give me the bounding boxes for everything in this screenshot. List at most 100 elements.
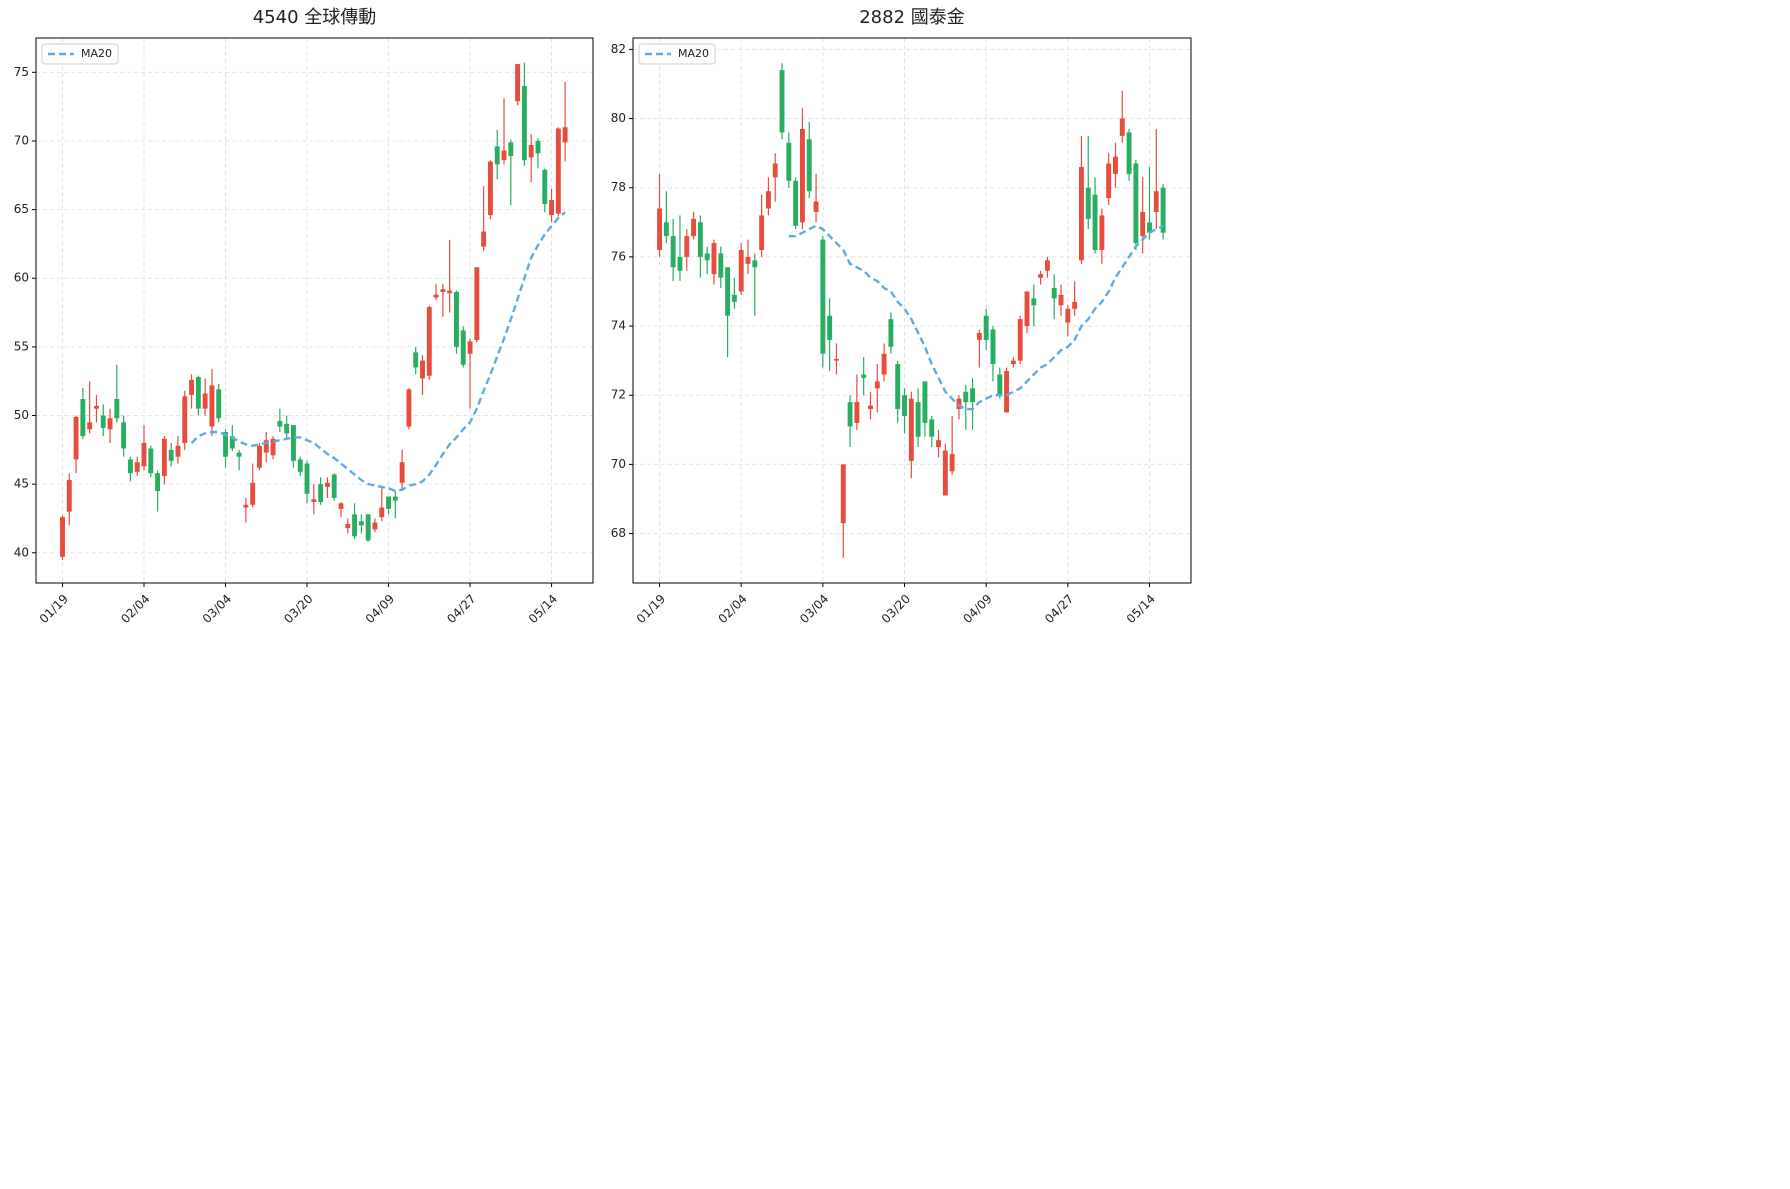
candle-body (1133, 163, 1139, 244)
candle-body (677, 256, 683, 271)
candle-body (555, 128, 561, 214)
candle-body (60, 517, 65, 557)
candle-body (976, 332, 982, 340)
candle-body (229, 436, 235, 449)
candle-body (888, 319, 894, 347)
candle-body (779, 70, 785, 133)
x-tick-label: 03/04 (797, 592, 831, 626)
candle-body (663, 222, 669, 237)
candle-body (915, 402, 921, 437)
candle-body (501, 150, 507, 161)
candle-body (481, 231, 487, 247)
candle-body (433, 294, 439, 298)
y-tick-label: 75 (14, 65, 29, 79)
candle-body (697, 222, 703, 257)
candle-body (399, 462, 405, 483)
ma-line (788, 224, 1164, 411)
candle-body (936, 440, 941, 448)
candle-body (352, 514, 358, 537)
candle-body (168, 449, 174, 461)
candle-body (257, 445, 262, 468)
candle-body (562, 127, 568, 143)
candle-body (494, 146, 500, 165)
x-tick-label: 01/19 (37, 592, 71, 626)
candle-body (134, 462, 140, 472)
candle-body (1078, 166, 1084, 261)
y-tick-label: 40 (14, 545, 29, 559)
candle-body (990, 329, 996, 365)
candle-body (908, 398, 914, 461)
candle-body (447, 290, 453, 294)
candle-body (175, 445, 181, 457)
candle-body (263, 440, 269, 453)
candle-body (392, 496, 398, 501)
candle-body (929, 419, 935, 437)
y-tick-label: 72 (611, 388, 626, 402)
candle-body (318, 484, 324, 503)
candle-body (1004, 371, 1010, 413)
candle-body (324, 482, 330, 487)
x-tick-label: 02/04 (118, 592, 152, 626)
candle-body (1058, 294, 1064, 306)
candle-body (270, 438, 276, 456)
chart-title: 4540 全球傳動 (253, 7, 377, 28)
candle-body (725, 267, 731, 316)
candle-body (1017, 319, 1023, 361)
candle-body (1038, 274, 1044, 278)
y-tick-label: 80 (611, 111, 626, 125)
candle-body (881, 353, 887, 375)
candle-body (297, 459, 303, 472)
candle-body (738, 249, 744, 292)
candle-body (127, 459, 133, 474)
candle-body (121, 422, 127, 449)
candle-body (413, 352, 419, 368)
candle-body (745, 256, 751, 264)
x-tick-label: 03/20 (879, 592, 913, 626)
y-tick-label: 45 (14, 477, 29, 491)
x-tick-label: 02/04 (715, 592, 749, 626)
candle-body (209, 385, 215, 427)
x-tick-label: 04/09 (363, 592, 397, 626)
candle-body (454, 291, 459, 347)
candle-body (542, 169, 548, 205)
candle-body (202, 393, 208, 409)
candle-body (1085, 187, 1091, 219)
candle-body (236, 452, 242, 457)
candle-body (87, 422, 93, 430)
candle-body (834, 358, 839, 361)
candle-body (73, 416, 79, 460)
candle-body (902, 395, 907, 416)
candle-body (772, 163, 778, 178)
candle-body (704, 253, 710, 261)
candle-body (684, 236, 690, 257)
candle-body (1153, 191, 1159, 212)
candle-body (372, 522, 378, 530)
candle-body (338, 503, 344, 509)
candle-body (467, 341, 473, 354)
candle-body (840, 464, 846, 524)
candle-body (1099, 215, 1105, 250)
candle-body (358, 521, 364, 526)
candle-body (847, 402, 853, 427)
candle-body (997, 374, 1003, 396)
y-tick-label: 76 (611, 249, 626, 263)
candle-body (1140, 211, 1146, 237)
candle-body (895, 364, 901, 410)
x-tick-label: 05/14 (1124, 592, 1158, 626)
candle-body (386, 496, 391, 509)
candle-body (691, 218, 697, 237)
candle-body (820, 239, 826, 354)
legend-box (638, 43, 716, 65)
candle-body (970, 388, 976, 403)
candle-body (874, 381, 880, 389)
y-tick-label: 55 (14, 339, 29, 353)
candle-body (195, 377, 201, 409)
candle-body (827, 315, 833, 340)
candle-body (100, 415, 106, 428)
y-tick-label: 74 (611, 319, 626, 333)
candle-body (1113, 156, 1118, 174)
x-tick-label: 05/14 (526, 592, 560, 626)
candle-body (406, 389, 412, 427)
y-tick-label: 65 (14, 202, 29, 216)
candle-body (854, 402, 860, 423)
